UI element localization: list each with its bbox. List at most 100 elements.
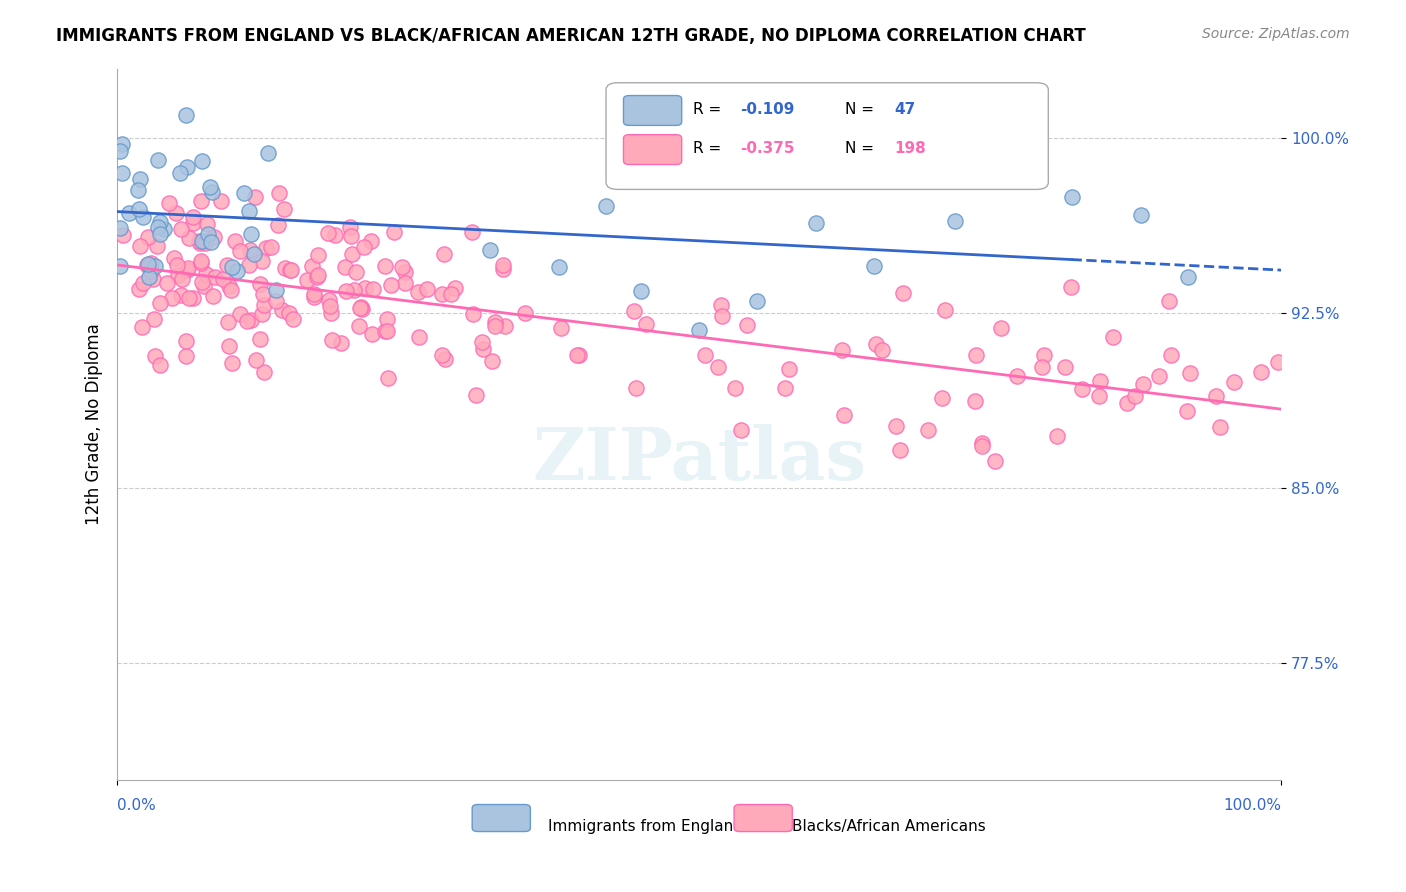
Point — [190, 256, 212, 270]
Point — [191, 275, 214, 289]
Point — [138, 269, 160, 284]
Point — [335, 284, 357, 298]
Point — [228, 307, 250, 321]
Point — [870, 343, 893, 358]
Point — [194, 236, 217, 251]
Point — [1060, 190, 1083, 204]
Point — [269, 186, 291, 201]
Point — [201, 289, 224, 303]
Point — [1115, 395, 1137, 409]
Point — [181, 210, 204, 224]
Point — [149, 295, 172, 310]
Point — [416, 282, 439, 296]
Point — [440, 287, 463, 301]
FancyBboxPatch shape — [623, 135, 682, 164]
Point — [484, 315, 506, 329]
Point — [323, 227, 346, 242]
Point — [187, 235, 209, 249]
Point — [108, 221, 131, 235]
Point — [350, 300, 373, 314]
Point — [301, 259, 323, 273]
Point — [865, 337, 887, 351]
Point — [181, 291, 204, 305]
Point — [278, 263, 301, 277]
Point — [278, 306, 301, 320]
Point — [111, 137, 134, 152]
Point — [380, 278, 402, 293]
Point — [266, 218, 288, 232]
Point — [484, 318, 506, 333]
Point — [1159, 293, 1181, 308]
Point — [176, 160, 198, 174]
Point — [136, 230, 159, 244]
Point — [634, 317, 657, 331]
Point — [307, 268, 329, 283]
Point — [1033, 347, 1056, 361]
Point — [494, 319, 516, 334]
Point — [349, 301, 371, 315]
Point — [775, 381, 797, 395]
Point — [353, 240, 375, 254]
Point — [408, 285, 430, 299]
Point — [374, 324, 396, 338]
Point — [118, 205, 141, 219]
Point — [472, 342, 495, 356]
Point — [444, 281, 467, 295]
Point — [166, 258, 188, 272]
Point — [145, 239, 167, 253]
Point — [891, 286, 914, 301]
Point — [271, 303, 294, 318]
Point — [706, 359, 728, 374]
Text: -0.375: -0.375 — [740, 141, 794, 156]
Point — [197, 227, 219, 241]
FancyBboxPatch shape — [623, 95, 682, 126]
Text: IMMIGRANTS FROM ENGLAND VS BLACK/AFRICAN AMERICAN 12TH GRADE, NO DIPLOMA CORRELA: IMMIGRANTS FROM ENGLAND VS BLACK/AFRICAN… — [56, 27, 1085, 45]
Point — [347, 318, 370, 333]
Point — [318, 293, 340, 307]
Point — [165, 205, 187, 219]
Point — [181, 216, 204, 230]
Point — [239, 243, 262, 257]
Point — [169, 166, 191, 180]
Point — [209, 194, 232, 208]
Point — [295, 273, 318, 287]
Point — [1209, 420, 1232, 434]
Point — [352, 302, 374, 317]
Point — [550, 321, 572, 335]
Point — [233, 186, 256, 200]
Text: Blacks/African Americans: Blacks/African Americans — [792, 819, 986, 834]
Point — [339, 219, 361, 234]
Point — [218, 339, 240, 353]
Point — [177, 291, 200, 305]
Text: 0.0%: 0.0% — [117, 798, 156, 814]
Point — [624, 380, 647, 394]
Point — [217, 258, 239, 272]
Point — [193, 278, 215, 293]
Point — [377, 370, 399, 384]
FancyBboxPatch shape — [734, 805, 792, 831]
Point — [200, 235, 222, 249]
Point — [408, 330, 430, 344]
Point — [778, 362, 800, 376]
Text: Immigrants from England: Immigrants from England — [548, 819, 742, 834]
Point — [179, 231, 201, 245]
Point — [253, 298, 276, 312]
Point — [190, 254, 212, 268]
Point — [142, 272, 165, 286]
Point — [433, 247, 456, 261]
Point — [249, 277, 271, 291]
Point — [148, 153, 170, 167]
Point — [1223, 375, 1246, 389]
Point — [274, 260, 297, 275]
Point — [548, 260, 571, 275]
Point — [1031, 359, 1053, 374]
Point — [254, 242, 277, 256]
Point — [377, 325, 399, 339]
Point — [333, 260, 356, 274]
Point — [195, 218, 218, 232]
Point — [111, 166, 134, 180]
Point — [464, 387, 486, 401]
Point — [128, 282, 150, 296]
Point — [305, 269, 328, 284]
Point — [204, 269, 226, 284]
